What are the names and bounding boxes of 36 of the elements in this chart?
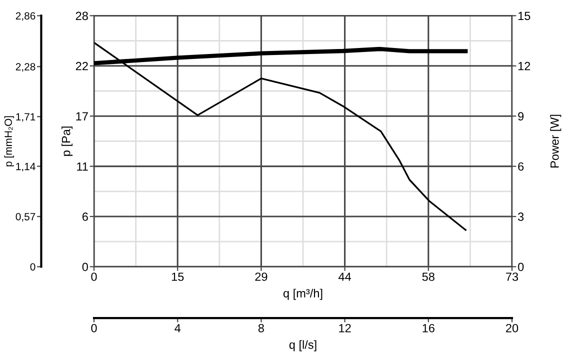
y-tick-label: 17 bbox=[76, 112, 88, 120]
x-tick-label: 15 bbox=[172, 272, 184, 281]
y2-tick-label: 12 bbox=[518, 62, 530, 70]
y-tick-label: 0 bbox=[82, 262, 88, 272]
x2-tick-label: 16 bbox=[422, 324, 434, 332]
y3-tick-label: 0 bbox=[30, 263, 36, 271]
y2-tick-label: 9 bbox=[518, 112, 524, 120]
y-tick-label: 22 bbox=[76, 62, 88, 70]
x2-tick-label: 12 bbox=[339, 324, 351, 332]
y2-tick-label: 6 bbox=[518, 162, 524, 171]
x2-tick-label: 20 bbox=[506, 324, 518, 332]
x-tick-label: 0 bbox=[91, 272, 97, 281]
y2-tick-label: 0 bbox=[518, 262, 524, 272]
y-tick-label: 11 bbox=[77, 162, 88, 171]
y-tick-label: 28 bbox=[76, 12, 88, 20]
x2-tick-label: 8 bbox=[258, 324, 264, 332]
x-tick-label: 58 bbox=[422, 272, 434, 281]
x-axis-title: q [m³/h] bbox=[283, 288, 322, 300]
y3-tick-label: 1,71 bbox=[16, 113, 36, 122]
y3-axis-title: p [mmH₂O] bbox=[4, 116, 14, 166]
y-tick-label: 6 bbox=[82, 212, 88, 221]
y2-axis-title: Power [W] bbox=[550, 114, 562, 168]
line-series bbox=[94, 42, 466, 231]
y3-tick-label: 2,28 bbox=[16, 63, 36, 72]
y3-tick-label: 2,86 bbox=[16, 12, 36, 21]
x2-axis-title: q [l/s] bbox=[289, 340, 316, 352]
y2-tick-label: 3 bbox=[518, 212, 524, 221]
y3-tick-label: 1,14 bbox=[16, 162, 36, 172]
x-tick-label: 44 bbox=[338, 272, 352, 281]
x-tick-label: 73 bbox=[506, 272, 518, 281]
y-axis-title: p [Pa] bbox=[62, 126, 73, 156]
x2-tick-label: 4 bbox=[174, 324, 181, 332]
x-tick-label: 29 bbox=[255, 272, 268, 281]
y3-tick-label: 0,57 bbox=[16, 213, 36, 222]
y2-tick-label: 15 bbox=[518, 12, 530, 20]
x2-tick-label: 0 bbox=[91, 324, 97, 332]
